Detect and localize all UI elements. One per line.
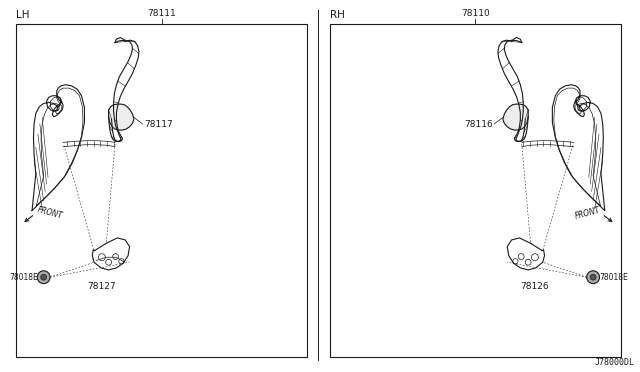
Text: 78018E: 78018E <box>9 273 38 282</box>
Bar <box>16 24 307 357</box>
Text: 78111: 78111 <box>147 9 176 18</box>
Polygon shape <box>503 104 528 130</box>
Circle shape <box>41 274 47 280</box>
Text: 78110: 78110 <box>461 9 490 18</box>
Text: 78127: 78127 <box>88 282 116 291</box>
Text: FRONT: FRONT <box>573 206 601 221</box>
Circle shape <box>590 274 596 280</box>
Bar <box>330 24 621 357</box>
Text: J78000DL: J78000DL <box>595 358 635 367</box>
Text: 78117: 78117 <box>144 119 173 129</box>
Circle shape <box>587 271 600 283</box>
Text: 78018E: 78018E <box>599 273 628 282</box>
Text: 78126: 78126 <box>520 282 549 291</box>
Polygon shape <box>109 104 134 130</box>
Text: 78116: 78116 <box>464 119 493 129</box>
Text: LH: LH <box>16 10 29 20</box>
Circle shape <box>37 271 50 283</box>
Text: RH: RH <box>330 10 344 20</box>
Text: FRONT: FRONT <box>36 206 63 221</box>
